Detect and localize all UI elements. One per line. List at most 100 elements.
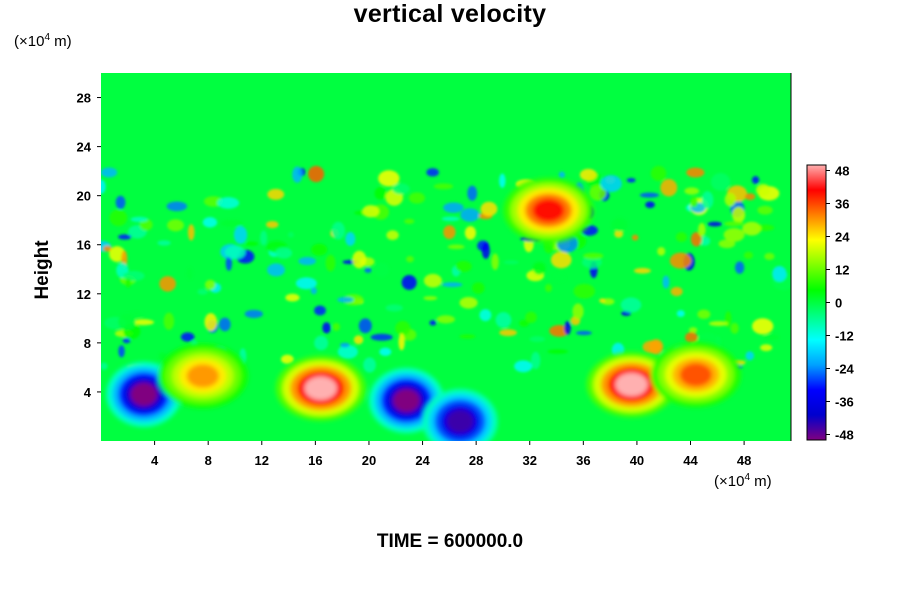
y-tick-label: 12 <box>77 287 91 302</box>
turbulence-cell <box>433 183 454 190</box>
turbulence-cell <box>503 260 519 265</box>
turbulence-cell <box>314 305 326 316</box>
turbulence-cell <box>529 336 546 343</box>
turbulence-cell <box>697 309 711 320</box>
turbulence-cell <box>386 230 399 241</box>
colorbar-tick-label: -48 <box>835 428 854 443</box>
turbulence-cell <box>408 192 425 204</box>
turbulence-cell <box>423 273 442 288</box>
turbulence-cell <box>392 183 410 195</box>
turbulence-cell <box>220 219 243 227</box>
velocity-field <box>101 73 791 441</box>
turbulence-cell <box>115 195 126 210</box>
turbulence-cell <box>724 192 736 207</box>
turbulence-cell <box>374 186 387 200</box>
colorbar-tick-label: 36 <box>835 197 849 212</box>
turbulence-cell <box>553 273 566 282</box>
turbulence-cell <box>650 165 667 181</box>
turbulence-cell <box>441 282 463 288</box>
turbulence-cell <box>550 251 572 269</box>
turbulence-cell <box>325 254 336 272</box>
turbulence-cell <box>734 261 745 274</box>
turbulence-cell <box>443 202 464 213</box>
x-tick-label: 24 <box>415 453 430 468</box>
turbulence-cell <box>267 188 285 200</box>
turbulence-cell <box>217 197 240 209</box>
turbulence-cell <box>423 296 438 301</box>
turbulence-cell <box>662 275 670 289</box>
turbulence-cell <box>545 284 552 293</box>
turbulence-cell <box>280 354 294 364</box>
turbulence-cell <box>575 330 592 336</box>
turbulence-cell <box>398 333 405 351</box>
turbulence-cell <box>742 221 762 236</box>
turbulence-cell <box>352 250 367 269</box>
turbulence-cell <box>345 231 356 246</box>
turbulence-cell <box>547 349 569 354</box>
colorbar-tick-label: -36 <box>835 395 854 410</box>
turbulence-cell <box>378 170 400 187</box>
y-tick-label: 20 <box>77 189 91 204</box>
turbulence-cell <box>314 335 329 351</box>
turbulence-cell <box>611 217 628 232</box>
turbulence-cell <box>132 319 155 326</box>
turbulence-cell <box>480 201 498 217</box>
turbulence-cell <box>472 282 485 294</box>
turbulence-cell <box>581 256 602 269</box>
turbulence-cell <box>167 219 184 232</box>
turbulence-cell <box>101 362 108 370</box>
turbulence-cell <box>525 311 537 323</box>
turbulence-cell <box>225 256 233 271</box>
turbulence-cell <box>657 246 666 256</box>
turbulence-cell <box>122 338 131 344</box>
turbulence-cell <box>686 167 705 178</box>
turbulence-cell <box>645 201 655 209</box>
turbulence-cell <box>101 179 106 194</box>
turbulence-cell <box>514 360 533 373</box>
turbulence-cell <box>631 234 639 241</box>
turbulence-cell <box>260 230 268 246</box>
turbulence-cell <box>429 320 437 326</box>
turbulence-cell <box>459 296 478 309</box>
y-tick-label: 8 <box>84 336 91 351</box>
turbulence-cell <box>158 352 167 360</box>
y-tick-label: 4 <box>84 385 92 400</box>
turbulence-cell <box>573 283 595 299</box>
x-tick-label: 36 <box>576 453 590 468</box>
turbulence-cell <box>308 165 325 183</box>
turbulence-cell <box>404 218 415 224</box>
turbulence-cell <box>379 347 392 357</box>
x-tick-label: 48 <box>737 453 751 468</box>
turbulence-cell <box>599 298 606 303</box>
turbulence-cell <box>109 209 128 227</box>
turbulence-cell <box>730 322 739 334</box>
turbulence-cell <box>762 334 779 341</box>
turbulence-cell <box>532 262 546 275</box>
turbulence-cell <box>244 309 263 319</box>
turbulence-cell <box>669 252 692 269</box>
x-tick-label: 4 <box>151 453 159 468</box>
turbulence-cell <box>707 221 723 227</box>
turbulence-cell <box>332 322 340 331</box>
turbulence-cell <box>583 252 604 260</box>
turbulence-cell <box>374 262 390 277</box>
turbulence-cell <box>718 239 736 249</box>
x-tick-label: 16 <box>308 453 322 468</box>
feature-contour <box>130 382 158 407</box>
turbulence-cell <box>764 252 775 261</box>
turbulence-cell <box>676 310 685 318</box>
turbulence-cell <box>743 251 753 260</box>
turbulence-cell <box>370 333 393 341</box>
y-tick-label: 16 <box>77 238 91 253</box>
turbulence-cell <box>331 221 345 240</box>
turbulence-cell <box>499 329 517 337</box>
x-tick-label: 44 <box>683 453 698 468</box>
colorbar-tick-label: -24 <box>835 362 855 377</box>
colorbar-tick-label: 12 <box>835 263 849 278</box>
turbulence-cell <box>426 168 439 177</box>
turbulence-cell <box>572 303 584 320</box>
turbulence-cell <box>159 276 176 292</box>
turbulence-cell <box>757 205 773 215</box>
feature-layer <box>106 177 741 441</box>
turbulence-cell <box>125 278 132 288</box>
